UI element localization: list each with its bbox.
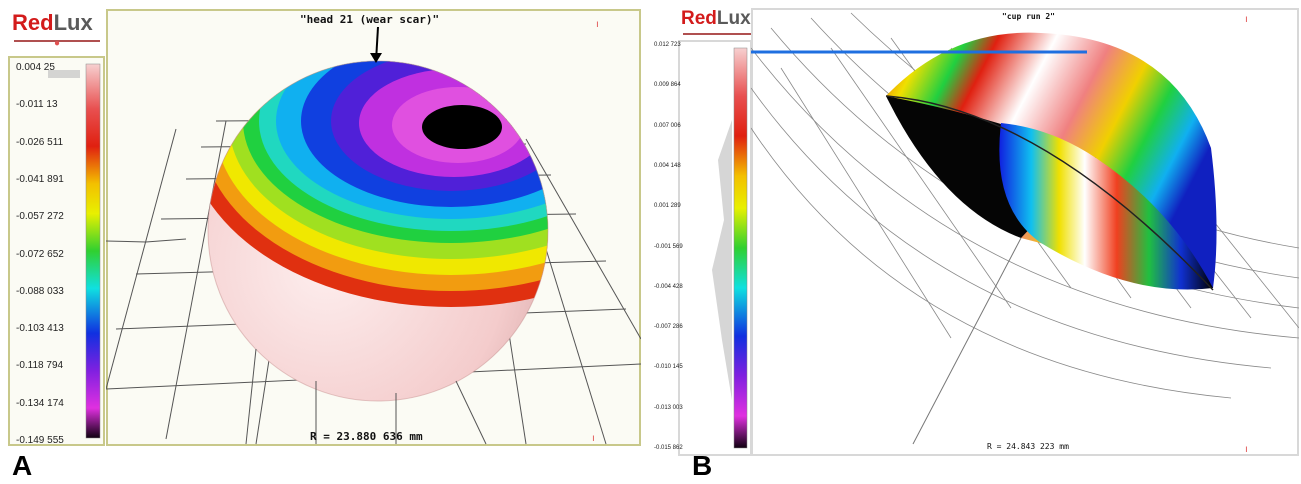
scale-tick-label: 0.012 723	[654, 42, 681, 48]
scale-tick-label: -0.013 003	[654, 405, 683, 411]
scale-tick-label: -0.057 272	[16, 211, 64, 222]
scale-tick-label: -0.118 794	[16, 360, 63, 371]
histogram	[712, 120, 732, 400]
scale-tick-label: -0.010 145	[654, 364, 683, 370]
scale-tick-label: -0.072 652	[16, 249, 64, 260]
scale-tick-label: -0.026 511	[16, 137, 63, 148]
color-bar	[86, 64, 100, 438]
panel-b: RedLux 0.012 723 0.009 864 0.007 006 0.004 …	[650, 0, 1301, 484]
scale-tick-label: -0.001 569	[654, 244, 683, 250]
scale-tick-label: -0.088 033	[16, 286, 64, 297]
sphere-view: ı ı	[106, 9, 641, 446]
panel-a: RedLux ● 0.004 25 -0.011 13 -0.026 511 -0.	[0, 0, 650, 484]
scale-tick-label: -0.004 428	[654, 284, 683, 290]
scale-tick-label: -0.011 13	[16, 99, 58, 110]
svg-text:ı: ı	[596, 19, 599, 30]
logo-underline	[683, 33, 751, 35]
panel-label-a: A	[12, 450, 32, 482]
scale-tick-label: -0.041 891	[16, 174, 64, 185]
panel-label-b: B	[692, 450, 712, 482]
cup-view: ı ı	[751, 8, 1299, 456]
scale-tick-label: 0.001 289	[654, 203, 681, 209]
logo-dot-icon: ●	[54, 38, 60, 49]
view-title: "head 21 (wear scar)"	[300, 13, 439, 26]
svg-text:ı: ı	[1245, 14, 1248, 25]
color-bar	[734, 48, 747, 448]
svg-text:ı: ı	[592, 433, 595, 444]
redlux-logo: RedLux	[12, 10, 93, 36]
scale-tick-label: -0.134 174	[16, 398, 64, 409]
scale-tick-label: -0.007 286	[654, 324, 683, 330]
scale-tick-label: -0.015 862	[654, 445, 683, 451]
svg-text:ı: ı	[1245, 444, 1248, 455]
scale-tick-label: -0.149 555	[16, 435, 64, 446]
radius-readout: R = 24.843 223 mm	[987, 442, 1069, 451]
scale-tick-label: 0.009 864	[654, 82, 681, 88]
scale-tick-label: 0.004 148	[654, 163, 681, 169]
scale-tick-label: 0.004 25	[16, 62, 55, 73]
view-title: "cup run 2"	[1002, 12, 1055, 21]
redlux-logo: RedLux	[681, 8, 751, 30]
scale-tick-label: 0.007 006	[654, 123, 681, 129]
radius-readout: R = 23.880 636 mm	[310, 430, 423, 443]
scale-tick-label: -0.103 413	[16, 323, 64, 334]
color-scale	[678, 40, 752, 456]
